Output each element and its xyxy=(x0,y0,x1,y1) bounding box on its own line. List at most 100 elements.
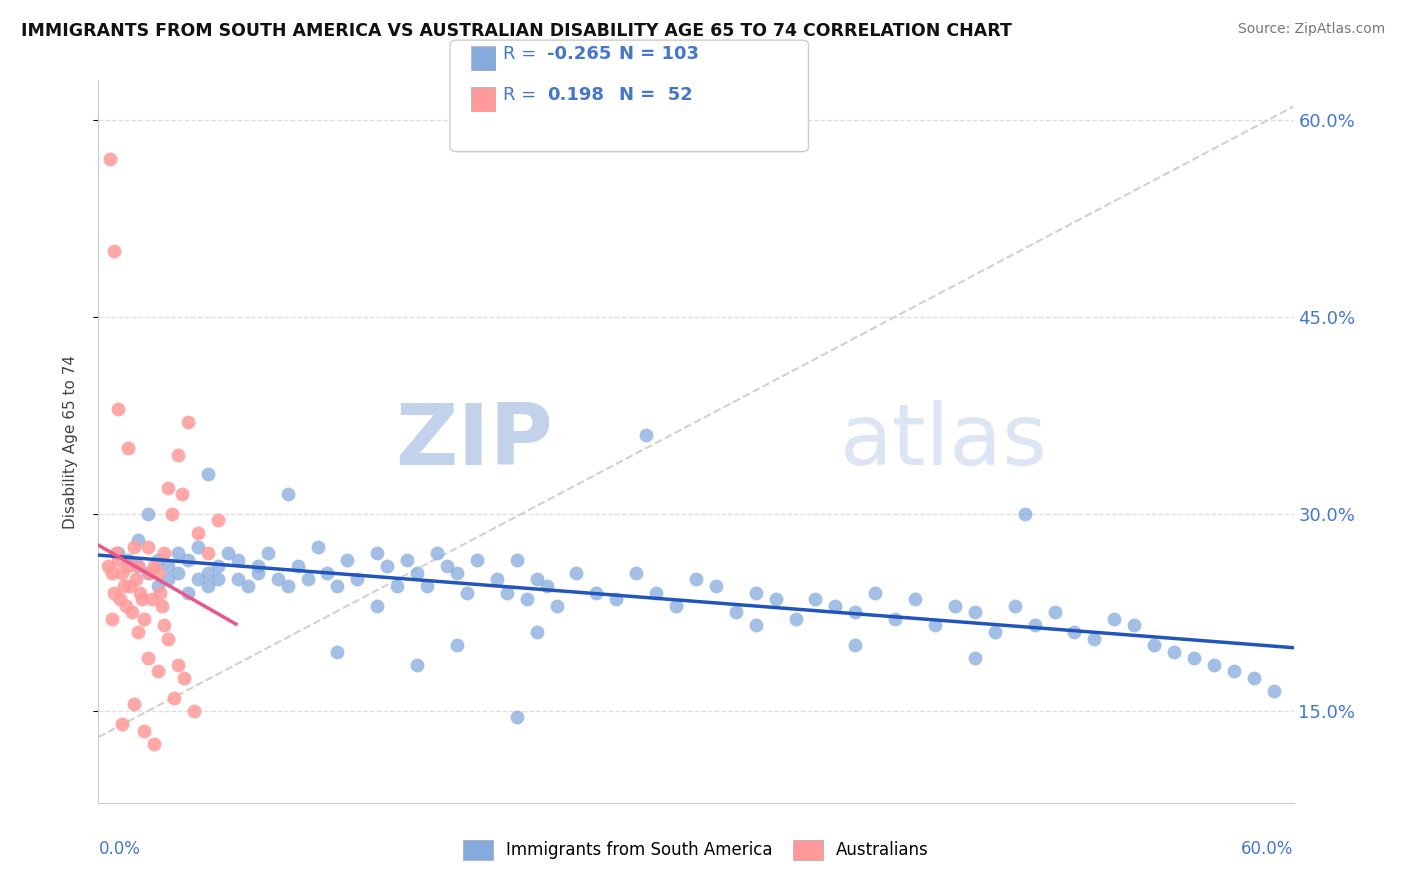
Point xyxy=(665,599,688,613)
Point xyxy=(984,625,1007,640)
Point xyxy=(167,448,190,462)
Point xyxy=(136,507,159,521)
Point xyxy=(187,573,209,587)
Point xyxy=(785,612,807,626)
Point xyxy=(124,540,146,554)
Point xyxy=(645,585,668,599)
Point xyxy=(426,546,449,560)
Point xyxy=(177,585,200,599)
Point xyxy=(246,559,269,574)
Point xyxy=(183,704,205,718)
Point xyxy=(112,579,135,593)
Text: N = 103: N = 103 xyxy=(619,45,699,63)
Point xyxy=(236,579,259,593)
Point xyxy=(149,585,172,599)
Point xyxy=(1123,618,1146,632)
Point xyxy=(207,513,229,527)
Text: atlas: atlas xyxy=(839,400,1047,483)
Point xyxy=(297,573,319,587)
Point xyxy=(121,605,143,619)
Point xyxy=(226,553,249,567)
Point xyxy=(745,618,768,632)
Text: N =  52: N = 52 xyxy=(619,86,692,103)
Point xyxy=(127,559,149,574)
Point xyxy=(1004,599,1026,613)
Text: ZIP: ZIP xyxy=(395,400,553,483)
Point xyxy=(446,638,468,652)
Point xyxy=(685,573,707,587)
Point xyxy=(963,605,986,619)
Point xyxy=(127,625,149,640)
Point xyxy=(1243,671,1265,685)
Point xyxy=(446,566,468,580)
Point xyxy=(605,592,627,607)
Point xyxy=(105,546,128,560)
Point xyxy=(127,533,149,547)
Point xyxy=(148,665,170,679)
Point xyxy=(406,566,429,580)
Point xyxy=(139,566,162,580)
Point xyxy=(107,546,129,560)
Point xyxy=(172,487,194,501)
Point xyxy=(157,481,180,495)
Point xyxy=(326,645,349,659)
Point xyxy=(267,573,290,587)
Point xyxy=(804,592,827,607)
Point xyxy=(167,566,190,580)
Text: 0.0%: 0.0% xyxy=(98,839,141,857)
Point xyxy=(117,441,139,455)
Point xyxy=(1223,665,1246,679)
Point xyxy=(246,566,269,580)
Text: 0.198: 0.198 xyxy=(547,86,605,103)
Point xyxy=(636,428,658,442)
Point xyxy=(326,579,349,593)
Point xyxy=(366,546,388,560)
Point xyxy=(160,507,183,521)
Point xyxy=(506,710,529,724)
Point xyxy=(153,546,176,560)
Point xyxy=(163,690,186,705)
Point xyxy=(495,585,517,599)
Point xyxy=(316,566,339,580)
Point xyxy=(585,585,607,599)
Point xyxy=(565,566,588,580)
Point xyxy=(1143,638,1166,652)
Point xyxy=(134,723,156,738)
Point xyxy=(1202,657,1225,672)
Point xyxy=(396,553,419,567)
Point xyxy=(1104,612,1126,626)
Point xyxy=(526,625,548,640)
Point xyxy=(153,618,176,632)
Point xyxy=(197,467,219,482)
Point xyxy=(406,657,429,672)
Point xyxy=(134,612,156,626)
Point xyxy=(287,559,309,574)
Point xyxy=(844,605,866,619)
Point xyxy=(226,573,249,587)
Point xyxy=(177,553,200,567)
Point xyxy=(1043,605,1066,619)
Text: R =: R = xyxy=(503,86,543,103)
Text: -0.265: -0.265 xyxy=(547,45,612,63)
Text: R =: R = xyxy=(503,45,543,63)
Point xyxy=(904,592,927,607)
Point xyxy=(207,559,229,574)
Point xyxy=(103,244,125,258)
Point xyxy=(336,553,359,567)
Point xyxy=(107,553,129,567)
Point xyxy=(107,401,129,416)
Point xyxy=(167,546,190,560)
Point xyxy=(177,415,200,429)
Point xyxy=(111,566,134,580)
Point xyxy=(148,553,170,567)
Point xyxy=(136,540,159,554)
Point xyxy=(1083,632,1105,646)
Point xyxy=(277,487,299,501)
Text: 60.0%: 60.0% xyxy=(1241,839,1294,857)
Point xyxy=(197,579,219,593)
Point xyxy=(120,579,142,593)
Point xyxy=(125,573,148,587)
Point xyxy=(1063,625,1085,640)
Point xyxy=(1014,507,1036,521)
Point xyxy=(704,579,727,593)
